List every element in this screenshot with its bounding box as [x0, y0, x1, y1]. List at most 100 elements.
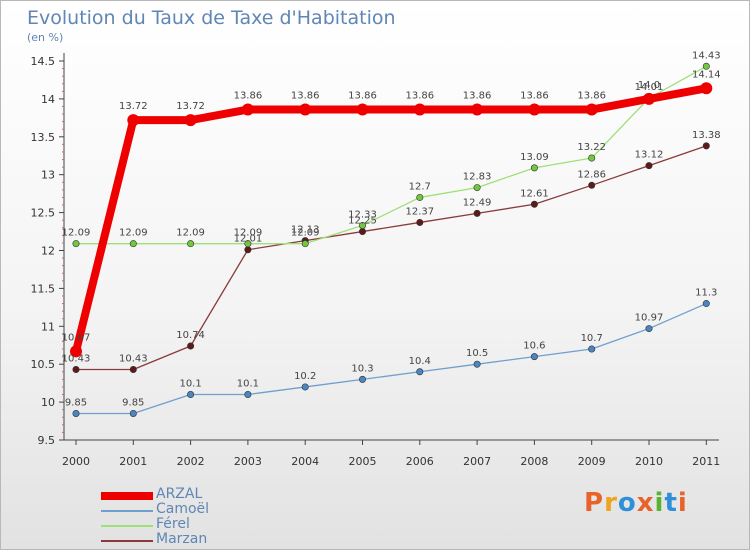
data-point-camol: [72, 409, 80, 417]
data-point-marzan: [702, 142, 710, 150]
x-tick-label: 2000: [62, 455, 90, 468]
x-tick-label: 2005: [349, 455, 377, 468]
data-label-marzan: 10.74: [176, 330, 205, 341]
data-label-marzan: 12.13: [291, 225, 320, 236]
data-point-marzan: [244, 246, 252, 254]
data-label-marzan: 12.01: [234, 234, 263, 245]
legend-label-camoel: Camoël: [156, 501, 210, 517]
y-tick-label: 9.5: [38, 434, 56, 447]
data-point-frel: [588, 154, 596, 162]
data-label-arzal: 14.0: [638, 80, 660, 91]
legend-swatch-arzal: [101, 492, 153, 500]
x-tick-label: 2003: [234, 455, 262, 468]
legend-item-ferel: Férel: [101, 516, 241, 533]
data-label-camol: 10.5: [466, 348, 488, 359]
data-point-marzan: [129, 366, 137, 374]
x-tick-label: 2009: [578, 455, 606, 468]
data-point-camol: [244, 391, 252, 399]
x-tick-label: 2001: [119, 455, 147, 468]
data-label-marzan: 10.43: [119, 354, 148, 365]
data-point-frel: [416, 193, 424, 201]
data-label-arzal: 13.86: [348, 91, 377, 102]
data-point-frel: [702, 62, 710, 70]
data-point-marzan: [645, 162, 653, 170]
data-point-camol: [702, 300, 710, 308]
data-label-arzal: 13.86: [405, 91, 434, 102]
logo-letter: i: [654, 488, 665, 518]
data-label-arzal: 13.86: [291, 91, 320, 102]
x-tick-label: 2002: [177, 455, 205, 468]
data-label-frel: 13.09: [520, 152, 549, 163]
data-point-arzal: [643, 92, 655, 105]
data-label-marzan: 12.49: [463, 197, 492, 208]
data-label-marzan: 13.38: [692, 130, 721, 141]
y-tick-label: 13: [41, 169, 55, 182]
data-labels: 9.85 9.85 10.1 10.1 10.2 10.3 10.4 10.5 10.6 10.7…: [62, 50, 721, 408]
data-label-arzal: 13.86: [234, 91, 263, 102]
data-label-arzal: 13.86: [520, 91, 549, 102]
data-point-frel: [187, 240, 195, 248]
y-tick-label: 11.5: [31, 282, 56, 295]
legend-swatch-camoel: [101, 510, 153, 512]
data-label-camol: 11.3: [695, 288, 717, 299]
data-point-marzan: [473, 209, 481, 217]
data-point-frel: [129, 240, 137, 248]
data-point-marzan: [187, 342, 195, 350]
data-point-camol: [187, 391, 195, 399]
series-layer: [70, 62, 713, 417]
data-label-marzan: 13.12: [635, 150, 664, 161]
series-line-marzan: [75, 145, 707, 371]
legend-label-ferel: Férel: [156, 516, 190, 532]
data-label-camol: 10.6: [523, 341, 545, 352]
data-label-camol: 10.1: [237, 379, 259, 390]
data-label-frel: 14.43: [692, 50, 721, 61]
data-point-frel: [244, 240, 252, 248]
data-point-marzan: [358, 228, 366, 236]
data-point-camol: [129, 409, 137, 417]
legend-item-marzan: Marzan: [101, 531, 241, 548]
data-label-frel: 14.01: [635, 82, 664, 93]
data-label-frel: 12.83: [463, 172, 492, 183]
data-point-camol: [530, 353, 538, 361]
series-line-camol: [75, 302, 707, 415]
x-tick-label: 2006: [406, 455, 434, 468]
data-point-frel: [301, 240, 309, 248]
data-label-camol: 10.2: [294, 371, 316, 382]
data-point-arzal: [241, 103, 254, 116]
proxiti-logo: Proxiti: [584, 488, 688, 518]
data-label-arzal: 13.72: [119, 101, 148, 112]
data-label-arzal: 13.86: [463, 91, 492, 102]
data-label-camol: 10.97: [635, 313, 664, 324]
data-point-arzal: [299, 103, 312, 116]
data-point-camol: [588, 345, 596, 353]
legend-item-camoel: Camoël: [101, 501, 241, 518]
logo-letter: P: [584, 488, 605, 518]
data-label-frel: 12.09: [234, 228, 263, 239]
data-label-marzan: 12.86: [577, 169, 606, 180]
logo-letter: r: [604, 488, 618, 518]
data-point-frel: [358, 221, 366, 229]
data-label-camol: 10.1: [179, 379, 201, 390]
logo-letter: o: [617, 488, 637, 518]
data-label-frel: 13.22: [577, 142, 606, 153]
data-point-frel: [530, 164, 538, 172]
y-tick-label: 11: [41, 320, 55, 333]
x-tick-label: 2008: [520, 455, 548, 468]
data-point-arzal: [700, 82, 713, 95]
y-tick-label: 12.5: [31, 207, 56, 220]
x-tick-label: 2004: [291, 455, 319, 468]
data-label-marzan: 10.43: [62, 354, 91, 365]
chart-title: Evolution du Taux de Taxe d'Habitation: [27, 7, 396, 29]
legend-item-arzal: ARZAL: [101, 486, 241, 503]
data-point-marzan: [72, 366, 80, 374]
data-point-frel: [72, 240, 80, 248]
y-tick-label: 13.5: [31, 131, 56, 144]
data-label-arzal: 10.67: [62, 332, 91, 343]
series-line-frel: [75, 65, 707, 245]
data-label-camol: 9.85: [65, 397, 87, 408]
data-label-frel: 12.7: [409, 181, 431, 192]
data-label-marzan: 12.25: [348, 216, 377, 227]
data-label-marzan: 12.37: [405, 206, 434, 217]
